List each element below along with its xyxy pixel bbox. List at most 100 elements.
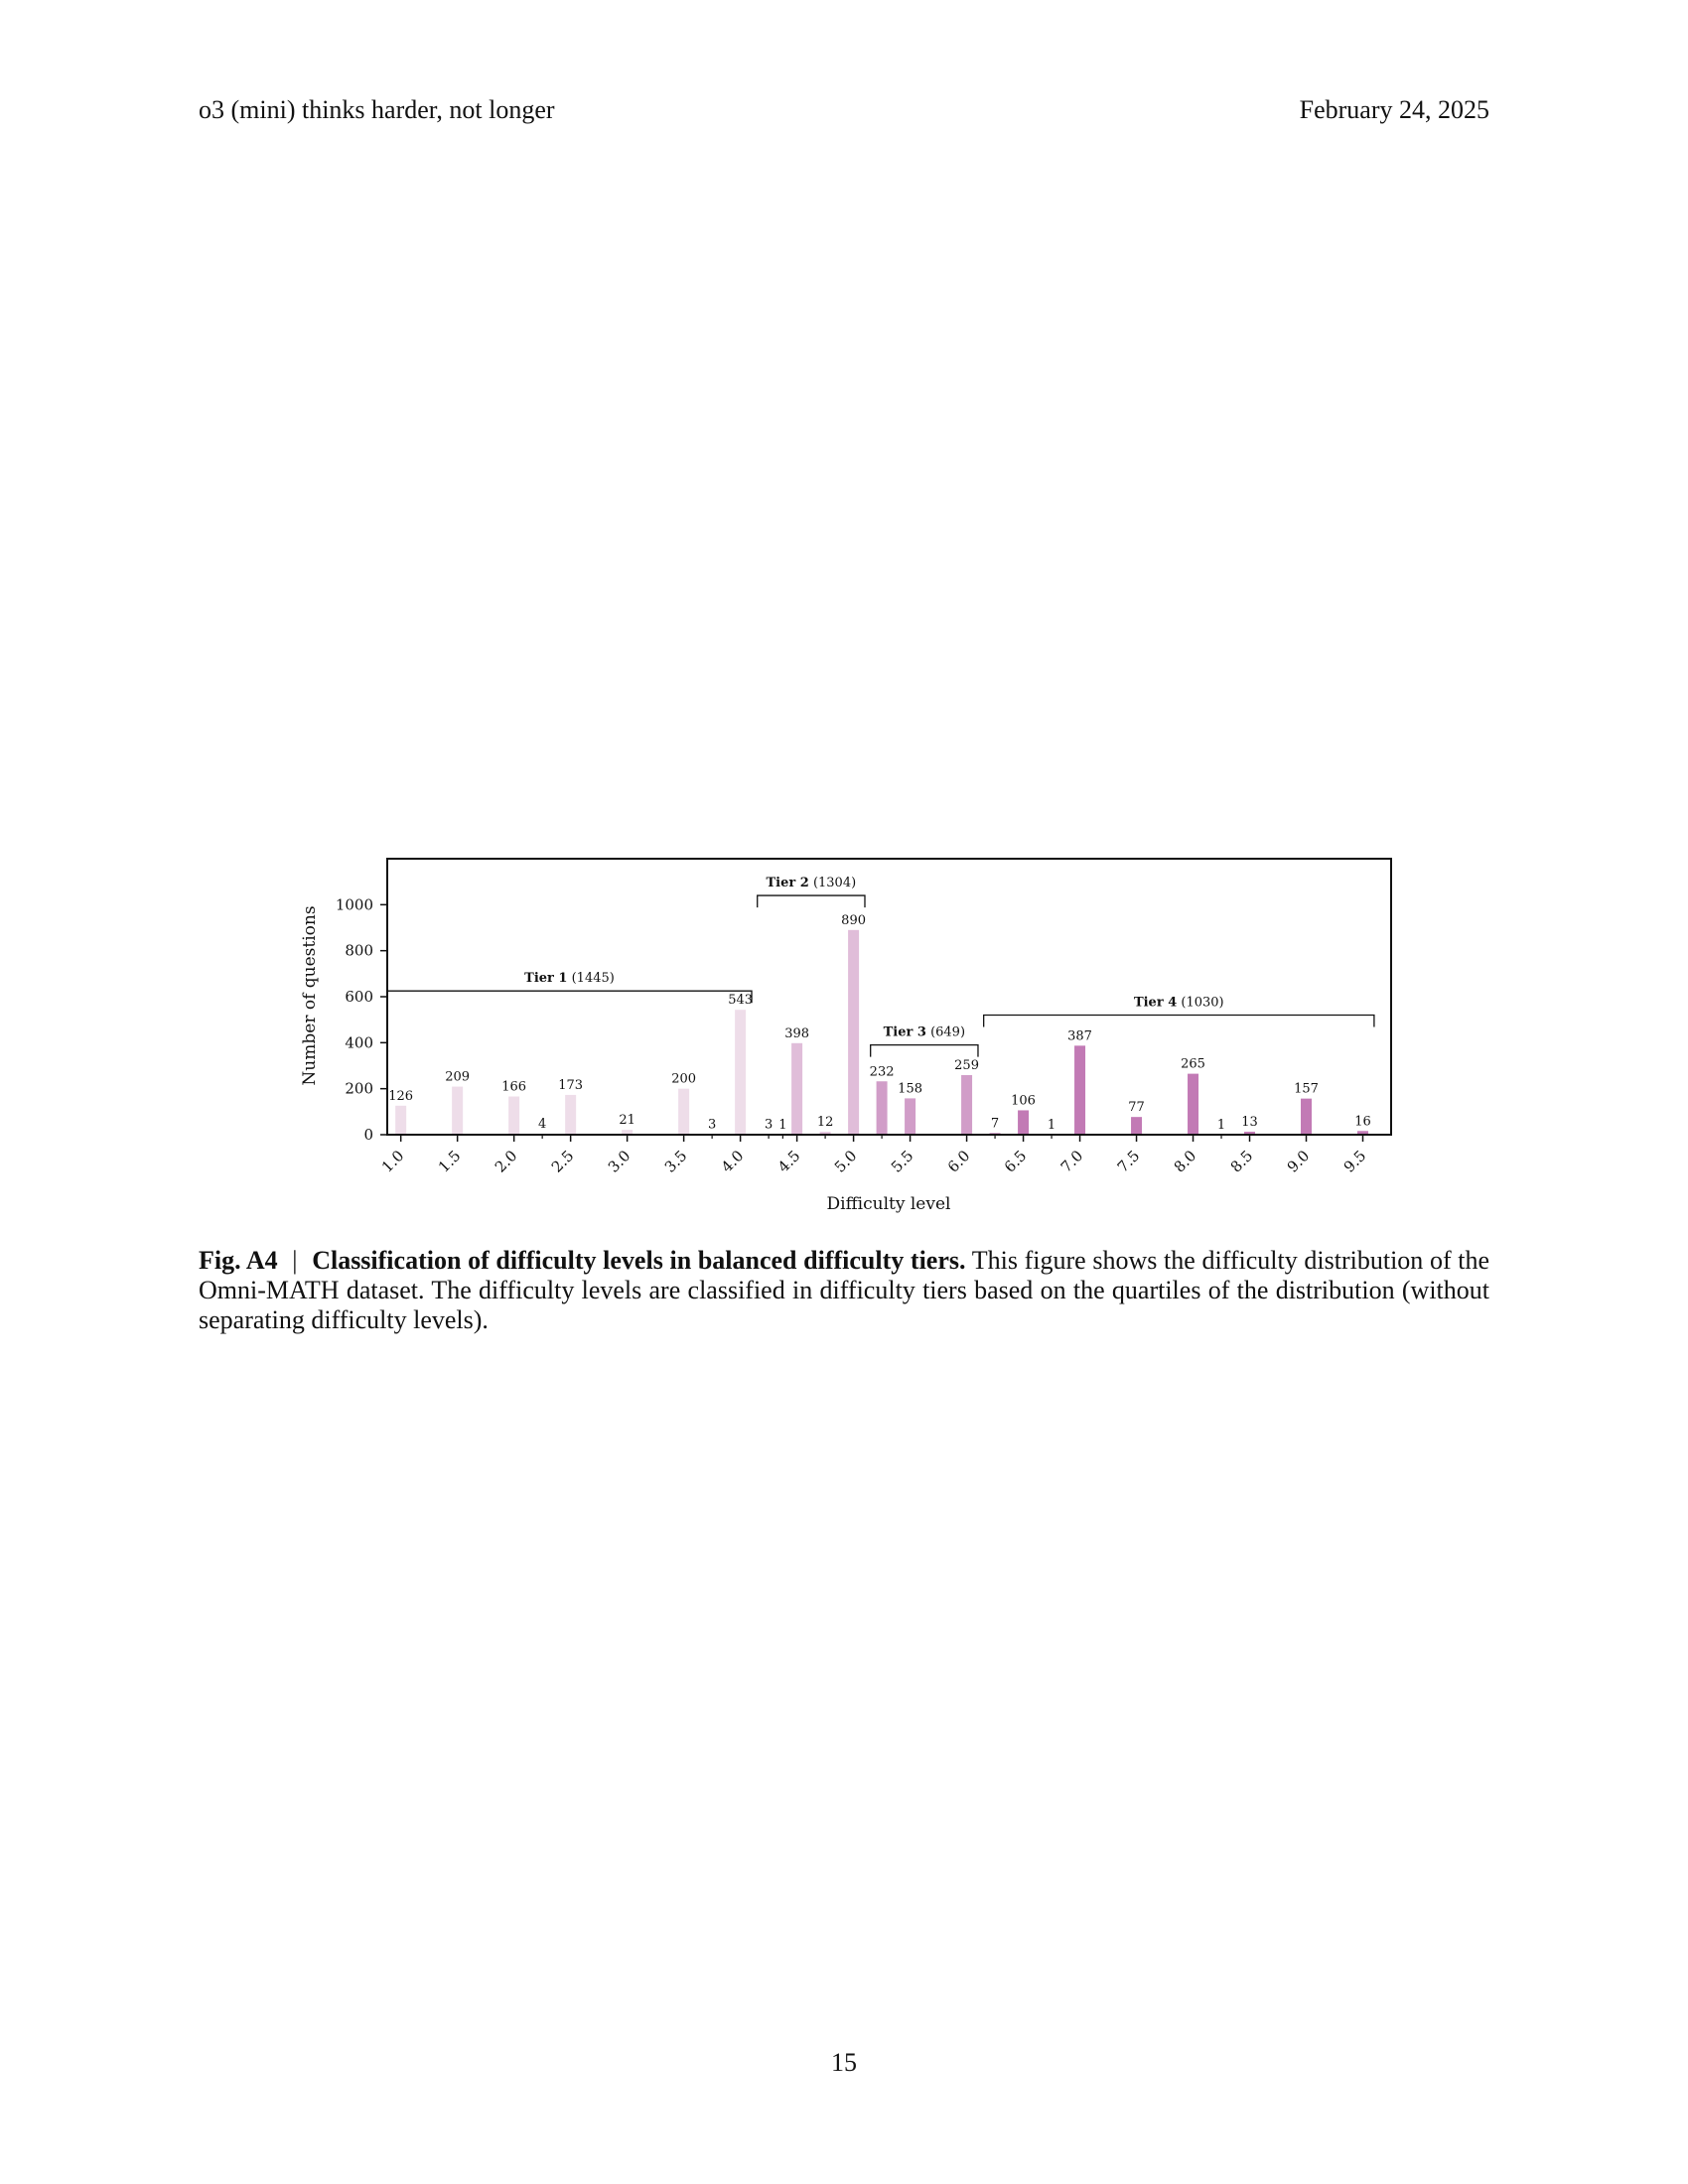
running-header-title: o3 (mini) thinks harder, not longer bbox=[199, 95, 555, 124]
bar bbox=[1357, 1131, 1369, 1135]
tier-label: Tier 2 (1304) bbox=[767, 876, 857, 890]
bar-value-label: 166 bbox=[501, 1080, 526, 1095]
bar-value-label: 232 bbox=[870, 1064, 895, 1079]
plot-frame bbox=[386, 858, 1392, 1136]
bar-value-label: 12 bbox=[817, 1115, 834, 1130]
bar bbox=[395, 1105, 407, 1135]
bar bbox=[961, 1074, 973, 1135]
bar-value-label: 3 bbox=[765, 1117, 773, 1132]
bar bbox=[1301, 1098, 1313, 1135]
bar-value-label: 106 bbox=[1011, 1093, 1036, 1108]
x-tick-label: 5.5 bbox=[888, 1147, 917, 1176]
tier-label: Tier 1 (1445) bbox=[524, 971, 615, 986]
x-tick-label: 5.0 bbox=[831, 1147, 861, 1176]
running-header-date: February 24, 2025 bbox=[1299, 95, 1489, 124]
y-tick-label: 600 bbox=[345, 988, 373, 1006]
x-tick-label: 6.5 bbox=[1001, 1147, 1031, 1176]
x-tick-label: 6.0 bbox=[944, 1147, 974, 1176]
bar-value-label: 259 bbox=[954, 1058, 979, 1073]
tier-count: (1304) bbox=[809, 876, 856, 890]
y-tick-label: 0 bbox=[363, 1126, 373, 1144]
bar-value-label: 126 bbox=[388, 1089, 413, 1104]
bar bbox=[565, 1094, 577, 1135]
x-tick-label: 8.5 bbox=[1227, 1147, 1257, 1176]
x-tick-label: 1.0 bbox=[378, 1147, 408, 1176]
caption-separator: | bbox=[292, 1246, 298, 1275]
bar-value-label: 1 bbox=[778, 1118, 786, 1133]
bar bbox=[508, 1096, 520, 1135]
caption-title: Classification of difficulty levels in b… bbox=[312, 1246, 966, 1275]
x-tick-label: 2.5 bbox=[548, 1147, 578, 1176]
bar bbox=[452, 1086, 464, 1135]
bar bbox=[791, 1042, 803, 1135]
tier-name: Tier 2 bbox=[767, 876, 809, 890]
y-tick-label: 200 bbox=[345, 1080, 373, 1098]
x-tick-label: 1.5 bbox=[435, 1147, 465, 1176]
tier-bracket bbox=[870, 1044, 979, 1057]
bar bbox=[819, 1132, 831, 1135]
x-tick-label: 7.5 bbox=[1114, 1147, 1144, 1176]
caption-label: Fig. A4 bbox=[199, 1246, 278, 1275]
tier-name: Tier 4 bbox=[1134, 996, 1177, 1011]
bar bbox=[1018, 1110, 1030, 1135]
tier-name: Tier 1 bbox=[524, 971, 567, 986]
bar bbox=[1188, 1073, 1199, 1135]
tier-brackets-group: Tier 1 (1445)Tier 2 (1304)Tier 3 (649)Ti… bbox=[386, 876, 1375, 1057]
bar-value-label: 398 bbox=[784, 1026, 809, 1041]
tier-name: Tier 3 bbox=[884, 1025, 926, 1040]
y-tick-label: 400 bbox=[345, 1033, 373, 1051]
bar-value-label: 209 bbox=[445, 1070, 470, 1085]
bar-value-label: 387 bbox=[1067, 1028, 1092, 1043]
bar-value-label: 16 bbox=[1354, 1114, 1371, 1129]
tier-count: (1445) bbox=[567, 971, 614, 986]
y-tick-label: 1000 bbox=[336, 895, 373, 913]
bar-value-label: 173 bbox=[558, 1078, 583, 1093]
bar-value-label: 200 bbox=[671, 1072, 696, 1087]
x-tick-label: 9.5 bbox=[1340, 1147, 1370, 1176]
bar-value-label: 21 bbox=[619, 1113, 635, 1128]
x-tick-label: 4.5 bbox=[774, 1147, 804, 1176]
bar bbox=[848, 929, 860, 1135]
bar bbox=[735, 1010, 747, 1135]
bar-value-label: 158 bbox=[898, 1081, 922, 1096]
x-tick-label: 3.0 bbox=[605, 1147, 634, 1176]
y-tick-label: 800 bbox=[345, 942, 373, 960]
tier-label: Tier 4 (1030) bbox=[1134, 996, 1224, 1011]
page-number: 15 bbox=[831, 2048, 857, 2077]
bar bbox=[876, 1081, 888, 1135]
bar-value-label: 890 bbox=[841, 913, 866, 928]
tier-label: Tier 3 (649) bbox=[884, 1025, 965, 1040]
x-tick-label: 7.0 bbox=[1057, 1147, 1087, 1176]
x-tick-label: 3.5 bbox=[661, 1147, 691, 1176]
bar bbox=[1074, 1045, 1086, 1135]
x-tick-label: 4.0 bbox=[718, 1147, 748, 1176]
x-tick-label: 2.0 bbox=[492, 1147, 521, 1176]
bar-value-label: 77 bbox=[1128, 1100, 1145, 1115]
x-axis-label: Difficulty level bbox=[827, 1194, 951, 1214]
bar-value-label: 1 bbox=[1217, 1118, 1225, 1133]
tier-bracket bbox=[983, 1014, 1375, 1027]
bar-value-label: 157 bbox=[1294, 1082, 1319, 1097]
bar bbox=[1244, 1131, 1256, 1135]
tier-bracket bbox=[757, 894, 866, 908]
bar bbox=[1131, 1117, 1143, 1135]
bar bbox=[678, 1088, 690, 1135]
x-tick-label: 8.0 bbox=[1171, 1147, 1200, 1176]
bars-group bbox=[395, 929, 1369, 1136]
tier-count: (649) bbox=[926, 1025, 965, 1040]
bar-value-label: 543 bbox=[728, 993, 753, 1008]
tier-bracket bbox=[386, 990, 753, 1004]
caption-text: This figure shows the difficulty distrib… bbox=[199, 1246, 1490, 1334]
bar bbox=[905, 1098, 916, 1135]
bar-value-label: 3 bbox=[708, 1117, 716, 1132]
bar bbox=[622, 1130, 633, 1135]
tier-count: (1030) bbox=[1177, 996, 1223, 1011]
figure-caption: Fig. A4 | Classification of difficulty l… bbox=[199, 1246, 1489, 1335]
bar-value-label: 265 bbox=[1181, 1057, 1205, 1072]
bar-value-label: 7 bbox=[991, 1116, 999, 1131]
x-tick-label: 9.0 bbox=[1284, 1147, 1314, 1176]
bar-value-label: 1 bbox=[1048, 1118, 1055, 1133]
y-axis-label: Number of questions bbox=[300, 905, 320, 1085]
